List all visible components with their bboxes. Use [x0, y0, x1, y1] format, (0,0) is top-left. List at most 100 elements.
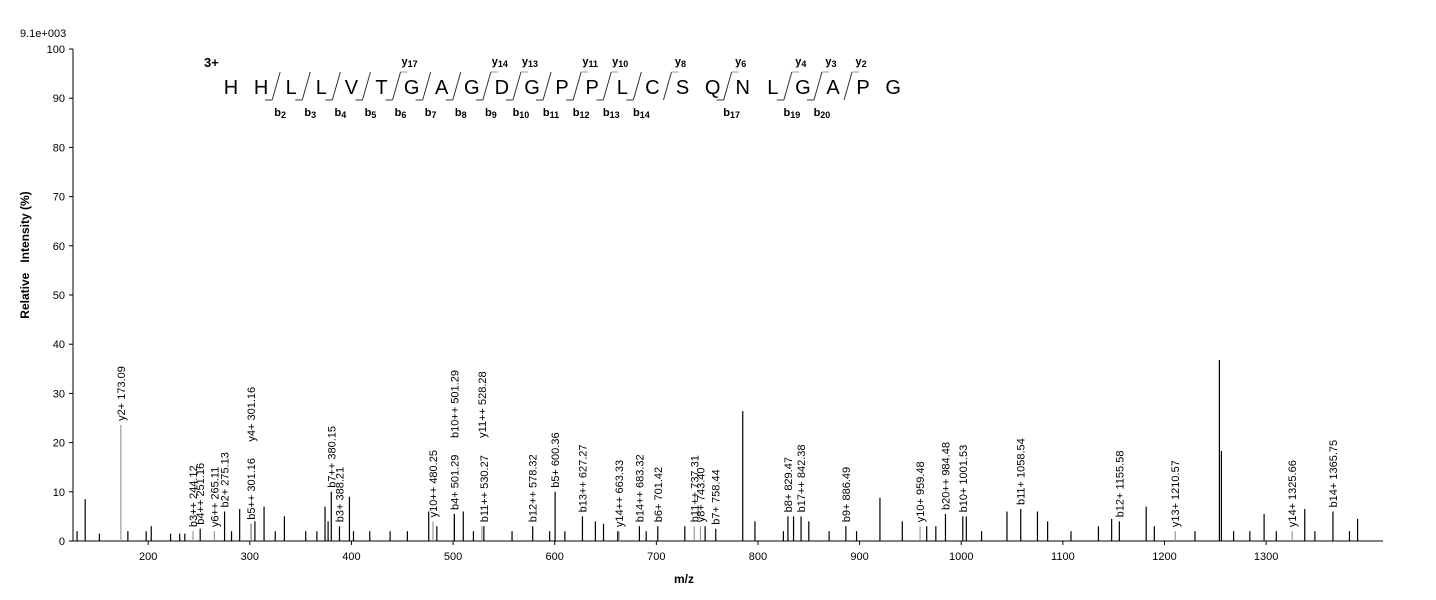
y-tick-label: 40	[53, 339, 65, 351]
ion-label: b6	[395, 107, 407, 120]
peak-label: b7+ 758.44	[711, 469, 723, 524]
ion-label: b19	[783, 107, 800, 120]
residue: A	[826, 77, 840, 99]
residue: P	[856, 77, 869, 99]
ion-label: b20	[814, 107, 831, 120]
ion-label: y14	[492, 56, 508, 69]
cleavage	[422, 71, 432, 101]
ion-label: y10	[612, 56, 628, 69]
x-tick-label: 900	[850, 551, 868, 563]
peak-label: y14+ 1325.66	[1287, 460, 1299, 527]
peak-label: y2+ 173.09	[116, 366, 128, 421]
ion-label: b17	[723, 107, 740, 120]
x-tick-label: 500	[444, 551, 462, 563]
ion-label: y3	[825, 56, 836, 69]
residue: L	[617, 77, 628, 99]
x-tick-label: 700	[647, 551, 665, 563]
residue: G	[464, 77, 480, 99]
peak-label: b2+ 275.13	[220, 452, 232, 507]
cleavage	[662, 71, 672, 101]
residue: T	[375, 77, 387, 99]
y-tick-label: 90	[53, 93, 65, 105]
cleavage	[813, 71, 823, 101]
peak-label: b10++ 501.29	[449, 370, 461, 438]
cleavage	[632, 71, 642, 101]
residue: H	[224, 77, 238, 99]
y-tick-label: 30	[53, 388, 65, 400]
residue: A	[435, 77, 449, 99]
residue: L	[316, 77, 327, 99]
peak-label: b3++ 244.12	[188, 465, 200, 527]
cleavage	[452, 71, 462, 101]
peak-label: b11++ 530.27	[479, 455, 491, 522]
residue: L	[286, 77, 297, 99]
cleavage	[301, 71, 311, 101]
peak-label: b14++ 683.32	[634, 454, 646, 522]
residue: P	[555, 77, 568, 99]
cleavage	[271, 71, 281, 101]
x-tick-label: 300	[241, 551, 259, 563]
peak-label: b5+ 600.36	[550, 432, 562, 487]
residue: V	[345, 77, 359, 99]
residue: D	[495, 77, 509, 99]
cleavage	[392, 71, 402, 101]
peak-label: b13++ 627.27	[577, 444, 589, 512]
x-tick-label: 1200	[1152, 551, 1176, 563]
ion-label: y13	[522, 56, 538, 69]
residue: Q	[705, 77, 721, 99]
peak-label: b7++ 380.15	[326, 426, 338, 488]
peak-label: b4+ 501.29	[449, 455, 461, 510]
ion-label: b14	[633, 107, 650, 120]
peak-label: b4++ 251.16	[195, 463, 207, 525]
peak-label: b20++ 984.48	[940, 442, 952, 510]
y-tick-label: 10	[53, 487, 65, 499]
peak-label: b11+ 1058.54	[1016, 438, 1028, 505]
ion-label: b3	[304, 107, 316, 120]
cleavage	[723, 71, 733, 101]
peak-label: y4+ 301.16	[246, 387, 258, 442]
peak-label: y6++ 265.11	[209, 467, 221, 527]
ion-label: b8	[455, 107, 467, 120]
ion-label: b11	[543, 107, 559, 120]
x-tick-label: 600	[546, 551, 564, 563]
ion-label: y6	[735, 56, 746, 69]
x-tick-label: 1300	[1254, 551, 1278, 563]
residue: G	[885, 77, 901, 99]
ion-label: b4	[334, 107, 346, 120]
cleavage	[783, 71, 793, 101]
cleavage	[542, 71, 552, 101]
peak-label: b11++ 737.31	[689, 455, 701, 522]
peak-label: b12++ 578.32	[528, 454, 540, 522]
ion-label: y11	[582, 56, 598, 69]
y-axis-label: Relative Intensity (%)	[18, 191, 32, 318]
y-tick-label: 50	[53, 290, 65, 302]
y-tick-label: 80	[53, 142, 65, 154]
ion-label: y4	[795, 56, 806, 69]
x-axis-label: m/z	[674, 572, 694, 586]
peak-label: b6+ 701.42	[653, 467, 665, 522]
y-tick-label: 70	[53, 192, 65, 204]
residue: H	[254, 77, 268, 99]
x-tick-label: 1100	[1051, 551, 1075, 563]
ion-label: y8	[675, 56, 686, 69]
y-tick-label: 100	[47, 44, 65, 56]
y-tick-label: 0	[59, 536, 65, 548]
peak-label: b14+ 1365.75	[1328, 440, 1340, 508]
ion-label: b9	[485, 107, 497, 120]
peak-label: b5++ 301.16	[246, 458, 258, 520]
charge-label: 3+	[204, 55, 219, 70]
ion-label: b12	[573, 107, 590, 120]
peak-label: b8+ 829.47	[783, 457, 795, 512]
cleavage	[361, 71, 371, 101]
y-tick-label: 60	[53, 241, 65, 253]
residue: P	[586, 77, 599, 99]
residue: G	[795, 77, 811, 99]
peak-label: y11++ 528.28	[477, 371, 489, 437]
peak-label: y14++ 663.33	[614, 460, 626, 527]
y-tick-label: 20	[53, 438, 65, 450]
peak-label: b12+ 1155.58	[1114, 451, 1126, 518]
cleavage	[482, 71, 492, 101]
residue: C	[645, 77, 659, 99]
residue: L	[767, 77, 778, 99]
